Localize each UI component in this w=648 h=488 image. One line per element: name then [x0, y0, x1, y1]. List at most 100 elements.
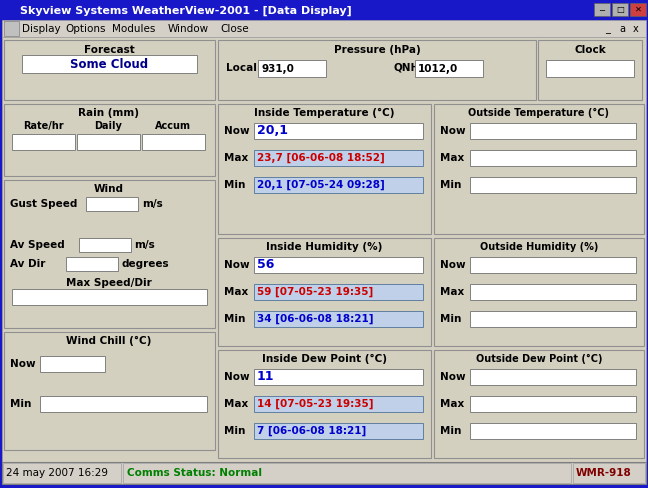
Text: Accum: Accum — [155, 121, 191, 131]
Bar — [2, 20, 646, 37]
Text: 931,0: 931,0 — [261, 63, 294, 74]
Text: Min: Min — [440, 314, 461, 324]
Bar — [2, 462, 646, 484]
Bar — [4, 332, 215, 450]
Text: Window: Window — [168, 23, 209, 34]
Text: Close: Close — [220, 23, 249, 34]
Bar — [12, 134, 75, 150]
Text: Inside Humidity (%): Inside Humidity (%) — [266, 242, 382, 252]
Bar — [254, 257, 423, 273]
Bar — [2, 37, 646, 468]
Text: Now: Now — [224, 260, 249, 270]
Text: 20,1: 20,1 — [257, 124, 288, 138]
Text: Daily: Daily — [94, 121, 122, 131]
Bar — [77, 134, 140, 150]
Text: Outside Temperature (°C): Outside Temperature (°C) — [469, 108, 610, 118]
Text: Max: Max — [224, 153, 248, 163]
Text: Now: Now — [10, 359, 36, 369]
Text: Modules: Modules — [112, 23, 156, 34]
Text: Options: Options — [65, 23, 106, 34]
Bar — [470, 123, 636, 139]
Bar — [86, 197, 138, 211]
Bar — [12, 289, 207, 305]
Bar — [573, 463, 645, 483]
Text: _: _ — [606, 23, 610, 34]
Text: 14 [07-05-23 19:35]: 14 [07-05-23 19:35] — [257, 399, 373, 409]
Text: 56: 56 — [257, 259, 274, 271]
Text: Wind Chill (°C): Wind Chill (°C) — [66, 336, 152, 346]
Bar — [22, 55, 197, 73]
Text: Max: Max — [224, 399, 248, 409]
Bar — [40, 356, 105, 372]
Bar — [218, 238, 431, 346]
Text: ─: ─ — [599, 5, 605, 14]
Text: 24 may 2007 16:29: 24 may 2007 16:29 — [6, 468, 108, 478]
Text: □: □ — [616, 5, 624, 14]
Text: a: a — [619, 23, 625, 34]
Text: Some Cloud: Some Cloud — [70, 58, 148, 70]
Text: Now: Now — [224, 126, 249, 136]
Text: Now: Now — [440, 260, 466, 270]
Bar — [4, 21, 19, 36]
Bar — [254, 311, 423, 327]
Text: WMR-918: WMR-918 — [576, 468, 632, 478]
Bar — [79, 238, 131, 252]
Text: Comms Status: Normal: Comms Status: Normal — [127, 468, 262, 478]
Text: Min: Min — [224, 426, 246, 436]
Bar — [254, 123, 423, 139]
Bar — [254, 396, 423, 412]
Bar — [218, 104, 431, 234]
Text: Av Speed: Av Speed — [10, 240, 65, 250]
Bar — [415, 60, 483, 77]
Bar — [123, 463, 571, 483]
Text: QNH: QNH — [393, 63, 419, 73]
Bar — [470, 150, 636, 166]
Bar — [434, 104, 644, 234]
Bar — [538, 40, 642, 100]
Bar — [630, 3, 646, 16]
Text: Inside Dew Point (°C): Inside Dew Point (°C) — [262, 354, 386, 364]
Text: Now: Now — [224, 372, 249, 382]
Text: Inside Temperature (°C): Inside Temperature (°C) — [254, 108, 394, 118]
Text: 59 [07-05-23 19:35]: 59 [07-05-23 19:35] — [257, 287, 373, 297]
Text: m/s: m/s — [142, 199, 163, 209]
Text: degrees: degrees — [121, 259, 168, 269]
Bar — [4, 180, 215, 328]
Text: Max: Max — [224, 287, 248, 297]
Bar — [470, 177, 636, 193]
Text: Now: Now — [440, 126, 466, 136]
Bar — [40, 396, 207, 412]
Text: Local: Local — [226, 63, 257, 73]
Text: 1012,0: 1012,0 — [418, 63, 458, 74]
Text: Skyview Systems WeatherView-2001 - [Data Display]: Skyview Systems WeatherView-2001 - [Data… — [20, 6, 352, 16]
Text: 11: 11 — [257, 370, 275, 384]
Text: Pressure (hPa): Pressure (hPa) — [334, 45, 421, 55]
Bar — [4, 104, 215, 176]
Bar — [434, 238, 644, 346]
Bar — [254, 150, 423, 166]
Bar — [546, 60, 634, 77]
Bar — [142, 134, 205, 150]
Bar — [612, 3, 628, 16]
Bar — [470, 396, 636, 412]
Text: Rain (mm): Rain (mm) — [78, 108, 139, 118]
Text: Rate/hr: Rate/hr — [23, 121, 64, 131]
Bar — [434, 350, 644, 458]
Bar — [254, 369, 423, 385]
Text: m/s: m/s — [134, 240, 155, 250]
Text: Now: Now — [440, 372, 466, 382]
Bar — [218, 40, 536, 100]
Text: ✕: ✕ — [634, 5, 642, 14]
Bar — [254, 177, 423, 193]
Text: Min: Min — [440, 180, 461, 190]
Text: Clock: Clock — [574, 45, 606, 55]
Bar — [3, 463, 121, 483]
Text: Max: Max — [440, 399, 464, 409]
Text: Av Dir: Av Dir — [10, 259, 45, 269]
Text: Gust Speed: Gust Speed — [10, 199, 77, 209]
Bar — [470, 423, 636, 439]
Bar — [66, 257, 118, 271]
Text: Max Speed/Dir: Max Speed/Dir — [66, 278, 152, 288]
Text: 23,7 [06-06-08 18:52]: 23,7 [06-06-08 18:52] — [257, 153, 385, 163]
Text: Max: Max — [440, 287, 464, 297]
